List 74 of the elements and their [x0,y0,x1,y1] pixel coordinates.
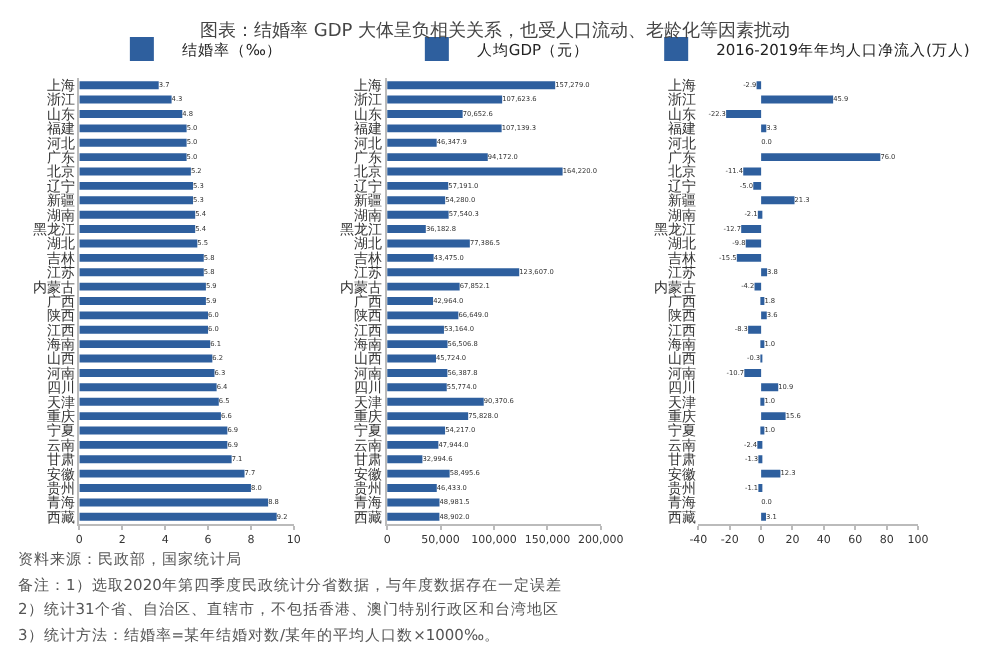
bar [387,95,503,104]
bar [79,368,215,377]
bar [387,181,449,190]
bar [79,181,194,190]
bar [387,368,448,377]
bar [387,297,434,305]
bar [741,225,762,234]
bar [387,455,423,464]
bar [387,81,556,90]
bar [79,440,228,449]
bar [79,297,206,305]
bar [79,110,183,118]
bar [761,469,781,478]
bar [79,311,209,320]
bar [744,368,762,377]
bar [79,354,213,363]
bar [79,383,217,392]
bar [79,124,187,133]
bar [79,81,159,90]
bar [79,455,232,464]
bar [387,354,437,363]
bar [726,110,762,118]
bar [387,124,502,133]
bar [387,196,446,205]
bar [79,138,187,147]
bar [79,253,204,262]
bar [387,311,459,320]
bar [387,340,448,349]
bar [79,340,211,349]
bar [387,210,449,219]
bar [761,311,767,320]
bar [387,268,520,277]
bar [79,282,206,291]
bar [79,268,204,277]
bar [387,153,488,162]
bar [761,196,795,205]
bar [387,110,463,118]
bar [387,325,444,334]
bar [387,498,440,507]
bar [79,498,269,507]
bar [387,282,460,291]
bar [79,153,187,162]
bar [79,325,209,334]
bar [761,383,779,392]
bar [79,95,172,104]
text: 图表：结婚率 GDP 大体呈负相关关系，也受人口流动、老龄化等因素扰动 [200,20,791,42]
bar [79,397,219,406]
bar [79,512,277,521]
bar [79,196,194,205]
bar [387,253,434,262]
bar [757,440,763,449]
bar [79,225,196,234]
bar [387,397,484,406]
bar [79,210,196,219]
bar [79,469,245,478]
bar [761,124,767,133]
bar [387,469,450,478]
bar [748,325,762,334]
bar [761,268,768,277]
bar [761,412,786,421]
bar [761,153,881,162]
bar [387,484,437,492]
bar [387,225,426,234]
bar [736,253,762,262]
bar [387,440,439,449]
bar [387,512,440,521]
bar [761,95,834,104]
bar [754,282,762,291]
bar [387,412,469,421]
bar [387,138,437,147]
bar [79,412,221,421]
bar [79,484,251,492]
bar [753,181,762,190]
bar [387,383,447,392]
